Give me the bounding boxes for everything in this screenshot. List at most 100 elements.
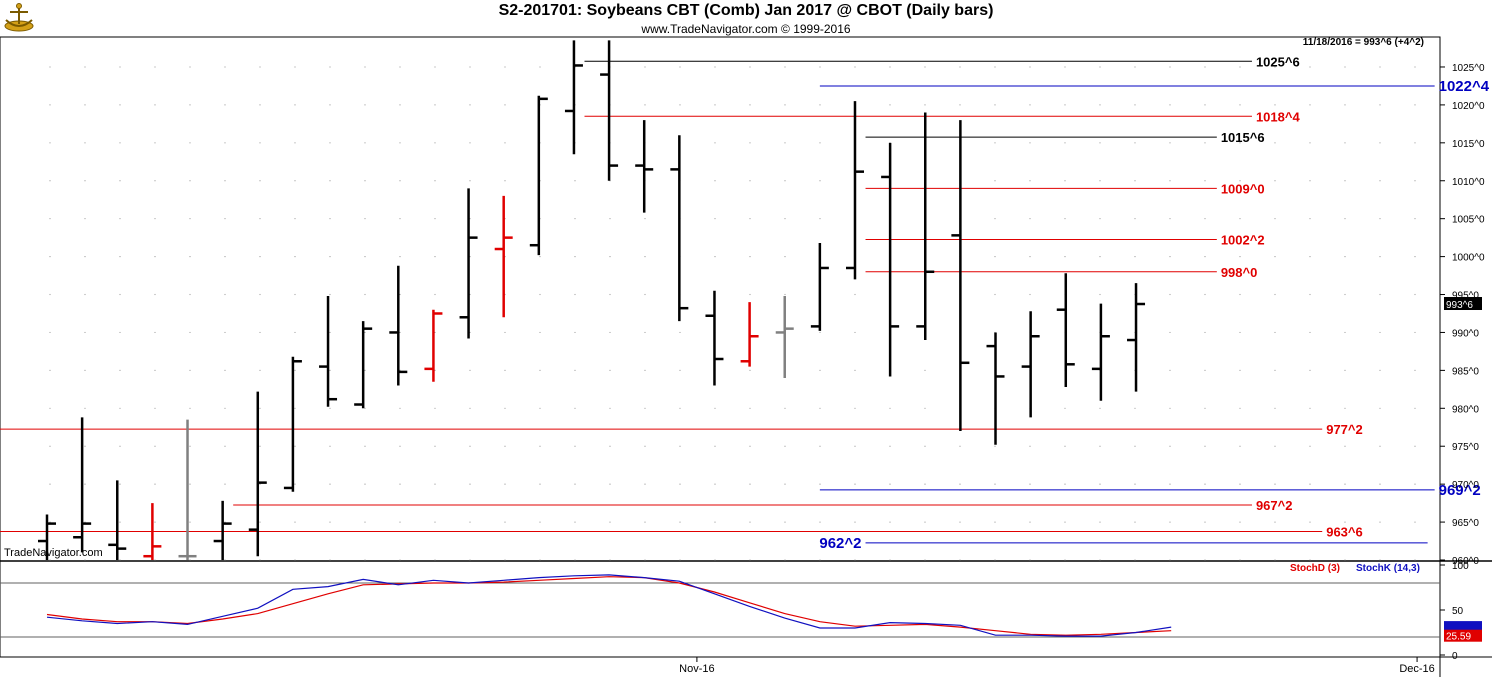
grid-dot — [504, 331, 506, 334]
grid-dot — [49, 407, 51, 409]
grid-dot — [1414, 218, 1416, 220]
grid-dot — [994, 483, 996, 485]
grid-dot — [539, 369, 541, 371]
grid-dot — [364, 407, 366, 409]
stochd-last-box — [1444, 629, 1482, 642]
grid-dot — [1414, 66, 1416, 68]
grid-dot — [504, 407, 506, 409]
level-label: 967^2 — [1256, 498, 1293, 513]
grid-dot — [434, 369, 436, 371]
grid-dot — [679, 445, 681, 447]
grid-dot — [784, 142, 786, 144]
grid-dot — [1309, 66, 1311, 68]
grid-dot — [259, 369, 261, 371]
level-label: 1018^4 — [1256, 109, 1301, 124]
grid-dot — [1064, 256, 1066, 258]
chart-title: S2-201701: Soybeans CBT (Comb) Jan 2017 … — [498, 2, 994, 19]
x-tick-label: Dec-16 — [1399, 663, 1434, 675]
grid-dot — [539, 293, 541, 296]
grid-dot — [1414, 180, 1416, 182]
grid-dot — [574, 483, 576, 485]
grid-dot — [224, 293, 226, 296]
grid-dot — [644, 407, 646, 409]
grid-dot — [1029, 218, 1031, 220]
grid-dot — [1134, 180, 1136, 182]
grid-dot — [364, 256, 366, 258]
stoch-y-tick-label: 0 — [1452, 651, 1458, 662]
grid-dot — [469, 369, 471, 371]
grid-dot — [294, 483, 296, 485]
grid-dot — [1029, 445, 1031, 447]
grid-dot — [609, 331, 611, 334]
grid-dot — [924, 559, 926, 561]
grid-dot — [1414, 559, 1416, 561]
grid-dot — [1204, 445, 1206, 447]
grid-dot — [119, 104, 121, 106]
grid-dot — [329, 445, 331, 447]
grid-dot — [1344, 104, 1346, 106]
grid-dot — [1274, 521, 1276, 523]
grid-dot — [1414, 142, 1416, 144]
grid-dot — [994, 66, 996, 68]
grid-dot — [889, 483, 891, 485]
grid-dot — [1099, 445, 1101, 447]
grid-dot — [1379, 521, 1381, 523]
plot-border — [0, 36, 1441, 658]
grid-dot — [119, 559, 121, 561]
grid-dot — [364, 559, 366, 561]
grid-dot — [1309, 256, 1311, 258]
grid-dot — [49, 256, 51, 258]
grid-dot — [224, 218, 226, 220]
grid-dot — [49, 483, 51, 485]
grid-dot — [1309, 293, 1311, 296]
grid-dot — [1064, 218, 1066, 220]
grid-dot — [679, 104, 681, 106]
grid-dot — [1274, 369, 1276, 371]
grid-dot — [714, 521, 716, 523]
grid-dot — [224, 180, 226, 182]
grid-dot — [84, 66, 86, 68]
grid-dot — [1029, 66, 1031, 68]
grid-dot — [1064, 445, 1066, 447]
grid-dot — [154, 331, 156, 334]
grid-dot — [609, 445, 611, 447]
grid-dot — [224, 445, 226, 447]
grid-dot — [1414, 407, 1416, 409]
grid-dot — [1099, 559, 1101, 561]
grid-dot — [189, 331, 191, 334]
grid-dot — [154, 66, 156, 68]
grid-dot — [224, 104, 226, 106]
grid-dot — [714, 445, 716, 447]
grid-dot — [714, 180, 716, 182]
date-axis: Nov-16 Dec-16 — [679, 657, 1435, 675]
grid-dot — [154, 445, 156, 447]
grid-dot — [119, 521, 121, 523]
grid-dot — [609, 483, 611, 485]
grid-dot — [644, 256, 646, 258]
watermark: TradeNavigator.com — [4, 547, 103, 559]
grid-dot — [119, 218, 121, 220]
grid-dot — [504, 521, 506, 523]
grid-dot — [1099, 180, 1101, 182]
grid-dot — [469, 66, 471, 68]
grid-dot — [189, 142, 191, 144]
grid-dot — [994, 256, 996, 258]
grid-dot — [364, 142, 366, 144]
grid-dot — [469, 483, 471, 485]
grid-dot — [1029, 256, 1031, 258]
grid-dot — [609, 369, 611, 371]
grid-dot — [819, 66, 821, 68]
grid-dot — [749, 521, 751, 523]
grid-dot — [294, 66, 296, 68]
grid-dot — [154, 142, 156, 144]
grid-dot — [1064, 142, 1066, 144]
grid-dot — [434, 407, 436, 409]
grid-dot — [959, 66, 961, 68]
grid-dot — [749, 142, 751, 144]
grid-dot — [644, 66, 646, 68]
grid-dot — [784, 521, 786, 523]
grid-dot — [1344, 331, 1346, 334]
grid-dot — [819, 331, 821, 334]
grid-dot — [644, 483, 646, 485]
grid-dot — [854, 521, 856, 523]
